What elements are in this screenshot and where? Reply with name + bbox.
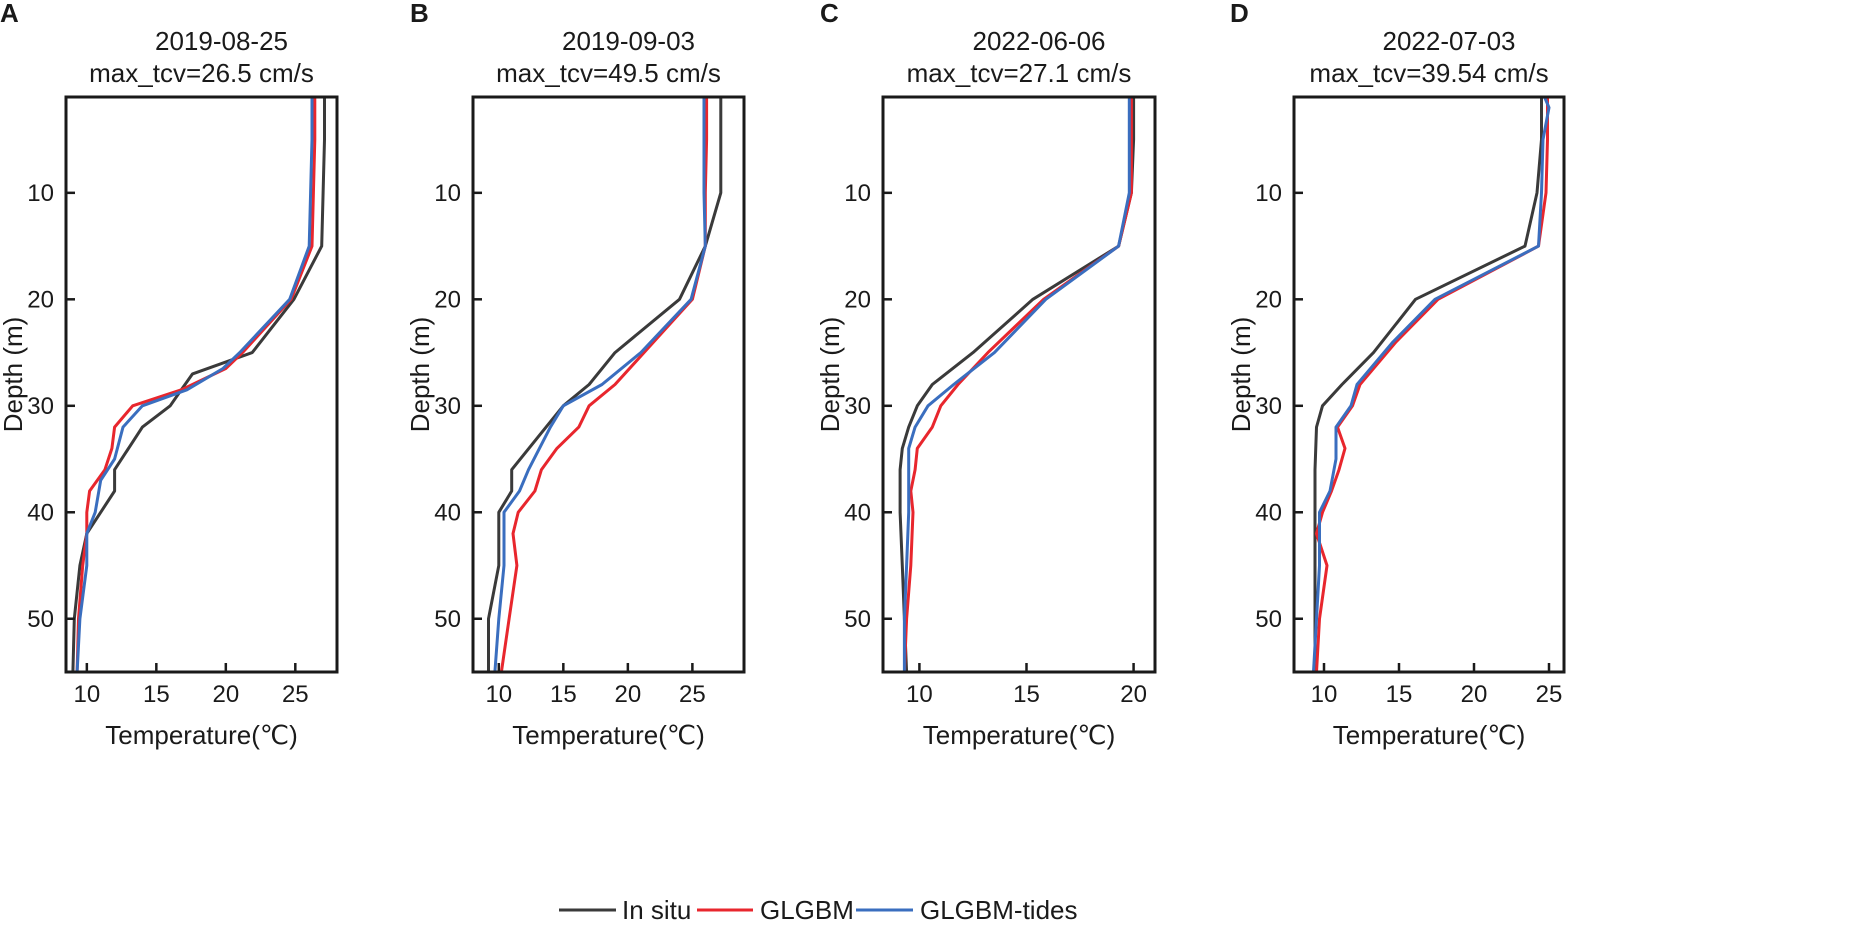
- legend-label: GLGBM-tides: [920, 895, 1078, 925]
- series-line-glgbm-tides: [902, 97, 1131, 672]
- y-tick-label: 20: [1255, 286, 1282, 313]
- x-axis-label: Temperature(℃): [923, 720, 1115, 750]
- y-tick-label: 20: [844, 286, 871, 313]
- x-axis-label: Temperature(℃): [105, 720, 297, 750]
- y-tick-label: 20: [27, 286, 54, 313]
- x-tick-label: 10: [485, 681, 512, 708]
- y-tick-label: 30: [27, 393, 54, 420]
- axes-frame: [1292, 95, 1566, 674]
- legend-label: In situ: [622, 895, 691, 925]
- y-tick-label: 40: [434, 499, 461, 526]
- y-tick-label: 40: [27, 499, 54, 526]
- legend: In situ GLGBM GLGBM-tides: [559, 895, 1078, 925]
- panel-title-date: 2019-08-25: [155, 26, 288, 56]
- series-line-glgbm: [1315, 97, 1549, 672]
- y-axis-label: Depth (m): [815, 317, 845, 433]
- y-tick-label: 10: [27, 180, 54, 207]
- series-line-in-situ: [1313, 97, 1543, 672]
- legend-item-in-situ: In situ: [559, 895, 691, 925]
- y-tick-label: 10: [844, 180, 871, 207]
- panel-letter: A: [0, 0, 19, 28]
- y-tick-label: 50: [844, 606, 871, 633]
- x-tick-label: 20: [1120, 681, 1147, 708]
- panel-title-date: 2022-07-03: [1383, 26, 1516, 56]
- x-axis-label: Temperature(℃): [1333, 720, 1525, 750]
- series-group: [1312, 97, 1551, 672]
- y-axis-label: Depth (m): [0, 317, 28, 433]
- y-tick-label: 50: [434, 606, 461, 633]
- series-line-in-situ: [898, 97, 1136, 672]
- panel-title-tcv: max_tcv=39.54 cm/s: [1309, 58, 1548, 88]
- x-tick-label: 25: [282, 681, 309, 708]
- y-tick-label: 10: [434, 180, 461, 207]
- series-line-glgbm-tides: [75, 97, 314, 672]
- y-tick-label: 20: [434, 286, 461, 313]
- legend-item-glgbm: GLGBM: [697, 895, 854, 925]
- y-axis-label: Depth (m): [405, 317, 435, 433]
- axes-frame: [64, 95, 339, 674]
- legend-label: GLGBM: [760, 895, 854, 925]
- y-tick-label: 10: [1255, 180, 1282, 207]
- y-tick-label: 30: [434, 393, 461, 420]
- axes-frame: [471, 95, 746, 674]
- y-tick-label: 30: [1255, 393, 1282, 420]
- legend-item-glgbm-tides: GLGBM-tides: [856, 895, 1078, 925]
- series-line-glgbm: [902, 97, 1133, 672]
- y-tick-label: 30: [844, 393, 871, 420]
- x-tick-label: 10: [73, 681, 100, 708]
- panel-title-tcv: max_tcv=27.1 cm/s: [907, 58, 1132, 88]
- panel-letter: D: [1230, 0, 1249, 28]
- panel-title-tcv: max_tcv=26.5 cm/s: [89, 58, 314, 88]
- series-line-in-situ: [487, 97, 723, 672]
- x-tick-label: 15: [1013, 681, 1040, 708]
- series-group: [898, 97, 1136, 672]
- panel-title-tcv: max_tcv=49.5 cm/s: [496, 58, 721, 88]
- x-axis-label: Temperature(℃): [512, 720, 704, 750]
- panel-title-date: 2022-06-06: [973, 26, 1106, 56]
- series-line-glgbm-tides: [493, 97, 707, 672]
- axes-frame: [881, 95, 1157, 674]
- panel-title-date: 2019-09-03: [562, 26, 695, 56]
- series-line-glgbm-tides: [1312, 97, 1551, 672]
- x-tick-label: 20: [615, 681, 642, 708]
- x-tick-label: 20: [212, 681, 239, 708]
- y-tick-label: 50: [27, 606, 54, 633]
- y-tick-label: 40: [1255, 499, 1282, 526]
- x-tick-label: 10: [1311, 681, 1338, 708]
- panel-letter: C: [820, 0, 839, 28]
- series-group: [71, 97, 326, 672]
- series-group: [487, 97, 723, 672]
- x-tick-label: 15: [143, 681, 170, 708]
- x-tick-label: 20: [1461, 681, 1488, 708]
- x-tick-label: 25: [679, 681, 706, 708]
- y-axis-label: Depth (m): [1226, 317, 1256, 433]
- x-tick-label: 15: [1386, 681, 1413, 708]
- y-tick-label: 50: [1255, 606, 1282, 633]
- panel-letter: B: [410, 0, 429, 28]
- x-tick-label: 10: [906, 681, 933, 708]
- x-tick-label: 25: [1536, 681, 1563, 708]
- y-tick-label: 40: [844, 499, 871, 526]
- x-tick-label: 15: [550, 681, 577, 708]
